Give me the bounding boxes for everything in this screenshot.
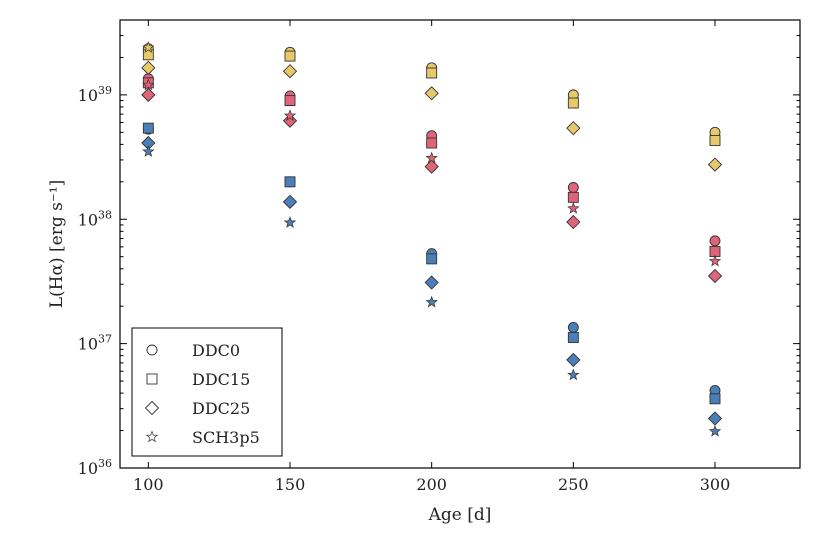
diamond-point: [707, 157, 723, 172]
series-ddc25: [141, 60, 723, 426]
diamond-point: [566, 121, 581, 136]
square-point: [567, 191, 579, 203]
square-point: [284, 95, 296, 107]
x-tick-label: 250: [558, 475, 589, 494]
star-point: [142, 78, 155, 91]
legend-label: DDC15: [192, 370, 250, 389]
x-tick-label: 300: [700, 475, 731, 494]
star-point: [425, 295, 438, 308]
circle-point: [567, 182, 579, 193]
star-point: [283, 216, 297, 228]
legend-star-icon: [145, 430, 159, 443]
square-point: [284, 176, 296, 188]
star-point: [142, 145, 155, 157]
diamond-point: [282, 194, 298, 209]
diamond-point: [141, 60, 156, 75]
circle-point: [567, 321, 579, 333]
diamond-point: [566, 352, 581, 368]
square-point: [567, 332, 579, 343]
legend-circle-icon: [146, 344, 158, 356]
data-points: [141, 41, 723, 437]
y-tick-label: 1036: [78, 457, 112, 478]
square-point: [142, 49, 154, 61]
y-tick-label: 1037: [78, 333, 112, 354]
diamond-point: [707, 411, 723, 426]
diamond-point: [424, 275, 439, 290]
square-point: [709, 393, 721, 405]
series-sch3p5: [142, 41, 722, 437]
star-point: [567, 202, 580, 214]
legend: DDC0 DDC15 DDC25 SCH3p5: [131, 327, 283, 457]
x-tick-label: 200: [416, 475, 447, 494]
diamond-point: [707, 268, 723, 284]
legend-square-icon: [146, 373, 158, 385]
y-tick-label: 1038: [78, 208, 112, 229]
circle-point: [709, 235, 721, 247]
square-point: [426, 67, 438, 79]
square-point: [709, 135, 721, 146]
star-point: [708, 254, 722, 267]
legend-label: SCH3p5: [192, 428, 260, 447]
star-point: [708, 424, 722, 437]
y-tick-label: 1039: [78, 84, 112, 105]
x-tick-label: 150: [275, 475, 306, 494]
diamond-point: [141, 87, 156, 103]
square-point: [567, 97, 579, 109]
star-point: [283, 109, 297, 121]
diamond-point: [566, 214, 581, 230]
star-point: [567, 368, 580, 381]
star-point: [142, 41, 155, 53]
y-axis-label: L(Hα) [erg s⁻¹]: [47, 180, 67, 309]
square-point: [142, 122, 154, 134]
legend-label: DDC25: [192, 399, 250, 418]
diamond-point: [282, 113, 298, 128]
legend-label: DDC0: [192, 341, 240, 360]
plot-frame: [119, 19, 801, 469]
diamond-point: [424, 86, 439, 101]
axis-ticks: 100 150 200 250 300 1036 1037 1038 1039: [78, 19, 800, 494]
diamond-point: [282, 64, 298, 79]
diamond-point: [424, 159, 439, 174]
square-point: [284, 50, 296, 62]
star-point: [425, 151, 438, 164]
legend-diamond-icon: [144, 400, 160, 416]
x-tick-label: 100: [133, 475, 164, 494]
square-point: [426, 137, 438, 149]
x-axis-label: Age [d]: [428, 505, 492, 525]
square-point: [426, 253, 438, 265]
